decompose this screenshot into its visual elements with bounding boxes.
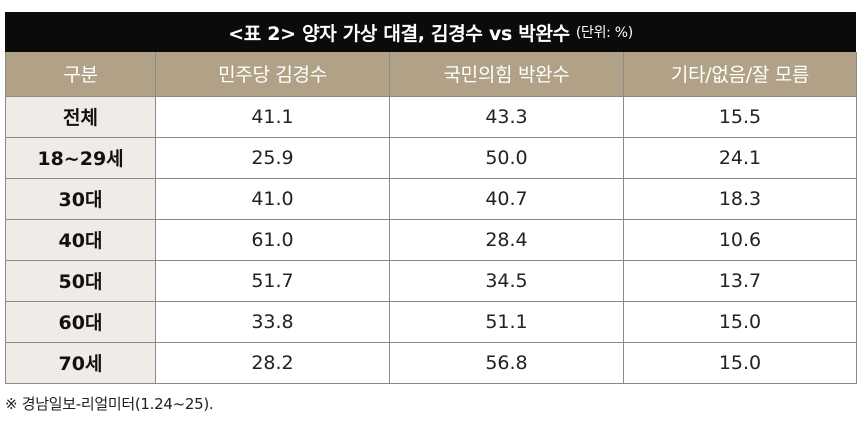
column-header-other: 기타/없음/잘 모름 <box>623 52 857 97</box>
cell-value: 13.7 <box>623 259 857 302</box>
cell-value: 50.0 <box>389 136 624 179</box>
row-label: 70세 <box>5 341 156 384</box>
cell-value: 28.2 <box>155 341 390 384</box>
cell-value: 51.7 <box>155 259 390 302</box>
cell-value: 41.1 <box>155 95 390 138</box>
row-label: 30대 <box>5 177 156 220</box>
table-row: 40대 61.0 28.4 10.6 <box>5 218 857 261</box>
row-label: 50대 <box>5 259 156 302</box>
table-title: <표 2> 양자 가상 대결, 김경수 vs 박완수 <box>228 22 570 45</box>
row-label: 18~29세 <box>5 136 156 179</box>
cell-value: 40.7 <box>389 177 624 220</box>
table-row: 전체 41.1 43.3 15.5 <box>5 95 857 138</box>
table-row: 30대 41.0 40.7 18.3 <box>5 177 857 220</box>
table-unit: (단위: %) <box>575 25 633 41</box>
cell-value: 41.0 <box>155 177 390 220</box>
cell-value: 15.0 <box>623 300 857 343</box>
cell-value: 51.1 <box>389 300 624 343</box>
row-label: 전체 <box>5 95 156 138</box>
column-header-category: 구분 <box>5 52 156 97</box>
cell-value: 15.0 <box>623 341 857 384</box>
cell-value: 15.5 <box>623 95 857 138</box>
source-note: ※ 경남일보-리얼미터(1.24~25). <box>5 394 214 413</box>
cell-value: 33.8 <box>155 300 390 343</box>
cell-value: 56.8 <box>389 341 624 384</box>
cell-value: 18.3 <box>623 177 857 220</box>
poll-table-figure: <표 2> 양자 가상 대결, 김경수 vs 박완수 (단위: %) 구분 민주… <box>5 12 857 414</box>
row-label: 40대 <box>5 218 156 261</box>
row-label: 60대 <box>5 300 156 343</box>
table-row: 60대 33.8 51.1 15.0 <box>5 300 857 343</box>
table-header-row: 구분 민주당 김경수 국민의힘 박완수 기타/없음/잘 모름 <box>5 52 857 97</box>
poll-results-table: 구분 민주당 김경수 국민의힘 박완수 기타/없음/잘 모름 전체 41.1 4… <box>5 52 857 384</box>
cell-value: 61.0 <box>155 218 390 261</box>
cell-value: 24.1 <box>623 136 857 179</box>
cell-value: 34.5 <box>389 259 624 302</box>
cell-value: 43.3 <box>389 95 624 138</box>
table-title-bar: <표 2> 양자 가상 대결, 김경수 vs 박완수 (단위: %) <box>5 12 856 52</box>
table-row: 50대 51.7 34.5 13.7 <box>5 259 857 302</box>
cell-value: 28.4 <box>389 218 624 261</box>
column-header-kim: 민주당 김경수 <box>155 52 390 97</box>
table-row: 70세 28.2 56.8 15.0 <box>5 341 857 384</box>
cell-value: 10.6 <box>623 218 857 261</box>
column-header-park: 국민의힘 박완수 <box>389 52 624 97</box>
table-row: 18~29세 25.9 50.0 24.1 <box>5 136 857 179</box>
cell-value: 25.9 <box>155 136 390 179</box>
